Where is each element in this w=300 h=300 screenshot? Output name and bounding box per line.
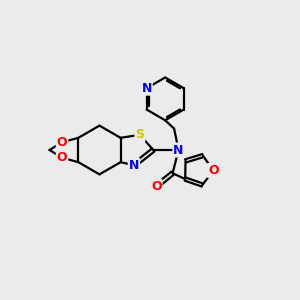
Text: O: O [57,136,67,149]
Text: O: O [208,164,219,177]
Text: O: O [57,151,67,164]
Text: O: O [151,180,162,193]
Text: S: S [135,128,144,141]
Text: N: N [141,82,152,95]
Text: N: N [173,143,184,157]
Text: N: N [129,159,139,172]
